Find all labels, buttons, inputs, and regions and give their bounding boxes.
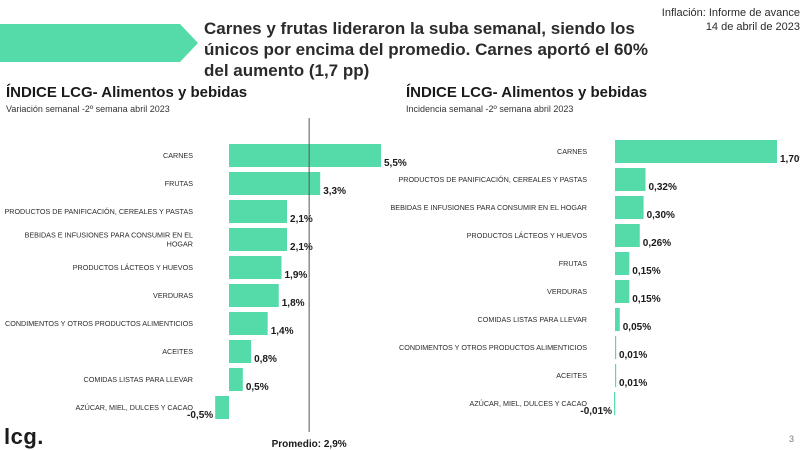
bar-1-3	[615, 224, 640, 247]
bar-1-7	[615, 336, 617, 359]
bar-0-5	[229, 284, 279, 307]
bar-0-9	[215, 396, 229, 419]
category-label-1-9: AZÚCAR, MIEL, DULCES Y CACAO	[469, 399, 587, 408]
left-chart-title: ÍNDICE LCG- Alimentos y bebidas	[6, 84, 248, 101]
category-label-0-4: PRODUCTOS LÁCTEOS Y HUEVOS	[73, 263, 193, 272]
right-chart-title: ÍNDICE LCG- Alimentos y bebidas	[406, 84, 648, 101]
category-label-1-4: FRUTAS	[559, 259, 587, 268]
report-date: 14 de abril de 2023	[705, 21, 800, 33]
average-label: Promedio: 2,9%	[272, 439, 347, 450]
bar-1-9	[614, 392, 616, 415]
data-label-1-0: 1,70%	[780, 154, 800, 165]
data-label-0-5: 1,8%	[282, 298, 305, 309]
bar-0-8	[229, 368, 243, 391]
data-label-1-8: 0,01%	[619, 378, 647, 389]
data-label-1-1: 0,32%	[648, 182, 676, 193]
category-label-0-9: AZÚCAR, MIEL, DULCES Y CACAO	[75, 403, 193, 412]
data-label-1-6: 0,05%	[623, 322, 651, 333]
category-label-1-8: ACEITES	[556, 371, 587, 380]
header-banner-arrow	[0, 24, 198, 62]
headline: Carnes y frutas lideraron la suba semana…	[204, 19, 649, 80]
data-label-1-7: 0,01%	[619, 350, 647, 361]
category-label-1-1: PRODUCTOS DE PANIFICACIÓN, CEREALES Y PA…	[398, 175, 587, 184]
report-info: Inflación: Informe de avance 14 de abril…	[662, 6, 800, 34]
bar-0-6	[229, 312, 268, 335]
category-label-0-7: ACEITES	[162, 347, 193, 356]
category-label-0-6: CONDIMENTOS Y OTROS PRODUCTOS ALIMENTICI…	[5, 319, 193, 328]
bar-0-1	[229, 172, 321, 195]
data-label-0-7: 0,8%	[254, 354, 277, 365]
bar-0-2	[229, 200, 288, 223]
left-chart-subtitle: Variación semanal -2º semana abril 2023	[6, 104, 170, 114]
category-label-0-3: BEBIDAS E INFUSIONES PARA CONSUMIR EN EL…	[25, 231, 193, 249]
right-chart-subtitle: Incidencia semanal -2º semana abril 2023	[406, 104, 574, 114]
bar-1-8	[615, 364, 617, 387]
data-label-0-9: -0,5%	[187, 410, 213, 421]
lcg-logo: lcg.	[4, 424, 44, 449]
page-number: 3	[788, 434, 794, 444]
bar-0-0	[229, 144, 381, 167]
data-label-0-6: 1,4%	[271, 326, 294, 337]
bar-0-7	[229, 340, 252, 363]
bar-1-4	[615, 252, 630, 275]
category-label-0-8: COMIDAS LISTAS PARA LLEVAR	[84, 375, 193, 384]
bar-1-6	[615, 308, 620, 331]
data-label-0-4: 1,9%	[285, 270, 308, 281]
category-label-0-2: PRODUCTOS DE PANIFICACIÓN, CEREALES Y PA…	[4, 207, 193, 216]
data-label-1-2: 0,30%	[647, 210, 675, 221]
data-label-0-0: 5,5%	[384, 158, 407, 169]
category-label-1-0: CARNES	[557, 147, 587, 156]
data-label-1-3: 0,26%	[643, 238, 671, 249]
category-label-0-1: FRUTAS	[165, 179, 193, 188]
data-label-0-2: 2,1%	[290, 214, 313, 225]
bar-1-2	[615, 196, 644, 219]
data-label-0-8: 0,5%	[246, 382, 269, 393]
category-label-0-0: CARNES	[163, 151, 193, 160]
category-label-1-2: BEBIDAS E INFUSIONES PARA CONSUMIR EN EL…	[391, 203, 588, 212]
category-label-1-7: CONDIMENTOS Y OTROS PRODUCTOS ALIMENTICI…	[399, 343, 587, 352]
report-name: Inflación: Informe de avance	[661, 7, 800, 19]
bar-1-1	[615, 168, 646, 191]
bar-0-3	[229, 228, 288, 251]
data-label-1-9: -0,01%	[580, 406, 612, 417]
data-label-1-5: 0,15%	[632, 294, 660, 305]
category-label-0-5: VERDURAS	[153, 291, 193, 300]
data-label-1-4: 0,15%	[632, 266, 660, 277]
category-label-1-6: COMIDAS LISTAS PARA LLEVAR	[478, 315, 587, 324]
header-banner	[0, 24, 198, 62]
data-label-0-3: 2,1%	[290, 242, 313, 253]
category-label-1-5: VERDURAS	[547, 287, 587, 296]
bar-0-4	[229, 256, 282, 279]
bar-1-5	[615, 280, 630, 303]
category-label-1-3: PRODUCTOS LÁCTEOS Y HUEVOS	[467, 231, 587, 240]
data-label-0-1: 3,3%	[323, 186, 346, 197]
bar-1-0	[615, 140, 777, 163]
